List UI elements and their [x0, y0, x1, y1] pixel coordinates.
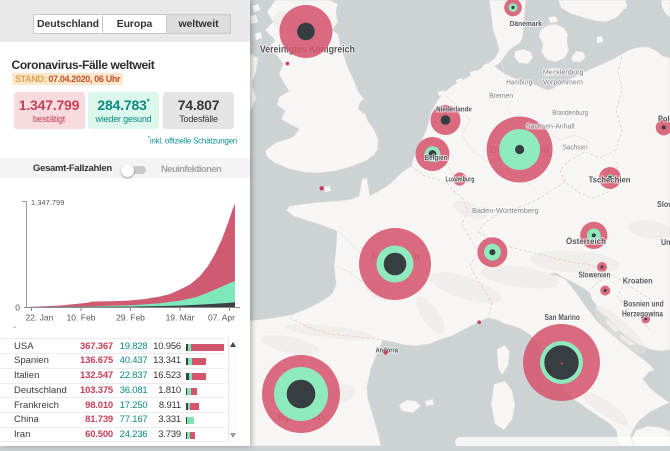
svg-text:Bosnien und: Bosnien und	[623, 300, 663, 309]
svg-text:Kroatien: Kroatien	[623, 277, 653, 286]
svg-text:Vorpommern: Vorpommern	[543, 78, 583, 87]
svg-text:Bremen: Bremen	[489, 91, 513, 100]
svg-text:29. Feb: 29. Feb	[116, 313, 145, 323]
svg-text:Sachsen: Sachsen	[563, 143, 588, 152]
svg-text:10. Feb: 10. Feb	[67, 313, 96, 323]
svg-text:Dänemark: Dänemark	[510, 19, 543, 28]
svg-text:Mecklenburg: Mecklenburg	[543, 68, 584, 77]
svg-text:1.347.799: 1.347.799	[31, 198, 64, 207]
svg-text:Slowakei: Slowakei	[657, 199, 670, 209]
svg-text:Luxemburg: Luxemburg	[446, 177, 475, 184]
svg-text:Andorra: Andorra	[376, 346, 399, 355]
svg-text:Brandenburg: Brandenburg	[552, 108, 588, 117]
svg-text:07. Apr: 07. Apr	[208, 313, 235, 323]
svg-text:19. Mär: 19. Mär	[166, 313, 195, 323]
svg-text:Sachsen-Anhalt: Sachsen-Anhalt	[526, 122, 576, 131]
svg-text:Polen: Polen	[658, 114, 670, 124]
svg-text:Hamburg: Hamburg	[506, 78, 532, 87]
svg-text:San Marino: San Marino	[545, 313, 580, 322]
svg-text:Ungarn: Ungarn	[661, 237, 670, 247]
svg-text:22. Jan: 22. Jan	[25, 313, 53, 323]
svg-text:Baden-Württemberg: Baden-Württemberg	[472, 206, 539, 215]
svg-text:Belgien: Belgien	[425, 153, 448, 162]
svg-text:Österreich: Österreich	[566, 237, 606, 246]
svg-text:Herzegowina: Herzegowina	[622, 310, 663, 319]
svg-text:Niederlande: Niederlande	[436, 105, 472, 114]
svg-text:Slowenien: Slowenien	[579, 271, 611, 280]
svg-text:Tschechien: Tschechien	[589, 176, 631, 185]
svg-text:0: 0	[15, 303, 20, 313]
